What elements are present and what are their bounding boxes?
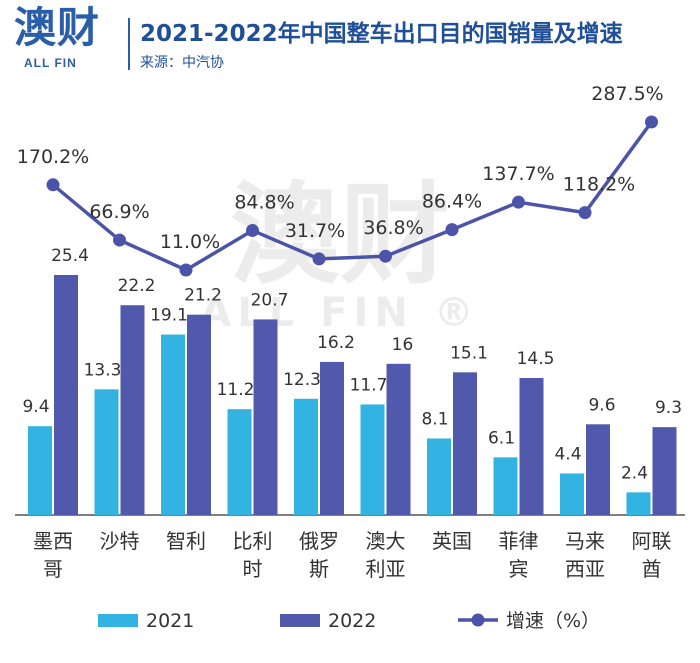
label-2021-0: 9.4 (22, 397, 49, 417)
category-label-3: 比利 (233, 529, 273, 553)
growth-point-6 (445, 223, 459, 237)
category-label-9-b: 酋 (642, 557, 662, 581)
label-2021-4: 12.3 (283, 370, 321, 390)
label-2022-4: 16.2 (317, 333, 355, 353)
bar-2021-8 (560, 473, 584, 515)
legend-marker-growth (471, 613, 485, 627)
growth-label-1: 66.9% (89, 201, 149, 223)
legend-label-2022: 2022 (328, 610, 376, 632)
growth-point-8 (578, 206, 592, 220)
label-2022-5: 16 (392, 335, 414, 355)
category-label-3-b: 时 (243, 557, 263, 581)
legend-swatch-2021 (98, 614, 138, 627)
category-label-8: 马来 (565, 529, 605, 553)
category-label-5-b: 利亚 (366, 557, 406, 581)
category-label-7-b: 宾 (509, 557, 529, 581)
category-label-0: 墨西 (33, 529, 73, 553)
category-label-6: 英国 (432, 529, 472, 553)
bar-2022-4 (320, 361, 344, 515)
bar-2022-5 (386, 363, 411, 515)
label-2022-3: 20.7 (251, 290, 289, 310)
growth-label-6: 86.4% (422, 191, 482, 213)
growth-point-2 (179, 263, 193, 277)
bar-2021-0 (28, 426, 52, 515)
chart: 9.4 25.4 墨西哥 13.3 22.2 沙特 19.121.2 智利 11.2 20.7 比利… (15, 83, 685, 632)
chart-title: 2021-2022年中国整车出口目的国销量及增速 (140, 21, 623, 47)
label-2022-9: 9.3 (655, 398, 682, 418)
growth-label-9: 287.5% (591, 83, 663, 105)
growth-label-5: 36.8% (363, 217, 423, 239)
header-divider (128, 18, 130, 70)
legend-label-2021: 2021 (146, 610, 194, 632)
bar-2021-7 (493, 457, 518, 515)
label-2022-2: 21.2 (184, 286, 222, 306)
bar-2021-6 (427, 438, 451, 515)
growth-label-7: 137.7% (482, 163, 554, 185)
label-2022-1: 22.2 (118, 276, 156, 296)
label-2022-0: 25.4 (51, 246, 89, 266)
bar-2022-6 (453, 372, 477, 515)
logo-subtitle: ALL FIN (24, 56, 77, 70)
growth-label-0: 170.2% (17, 146, 89, 168)
label-2021-8: 4.4 (554, 444, 581, 464)
bar-2021-5 (360, 404, 385, 515)
growth-point-4 (312, 252, 326, 266)
category-label-4-b: 斯 (309, 557, 329, 581)
label-2021-3: 11.2 (217, 380, 255, 400)
label-2021-7: 6.1 (488, 428, 515, 448)
growth-label-2: 11.0% (160, 231, 220, 253)
category-label-9: 阿联 (632, 529, 672, 553)
growth-point-9 (645, 115, 658, 129)
bar-2022-3 (253, 319, 278, 515)
bar-2021-1 (94, 389, 119, 515)
bar-2022-7 (519, 377, 544, 515)
bar-2022-8 (586, 424, 610, 515)
bar-2022-9 (652, 427, 677, 515)
label-2021-1: 13.3 (84, 360, 122, 380)
growth-label-8: 118.2% (563, 174, 635, 196)
growth-point-1 (113, 233, 126, 247)
growth-line (51, 120, 653, 272)
bar-2021-9 (626, 492, 651, 515)
bar-2022-0 (54, 275, 78, 515)
category-label-7: 菲律 (499, 529, 539, 553)
label-2022-6: 15.1 (450, 343, 488, 363)
label-2021-5: 11.7 (350, 375, 388, 395)
label-2022-8: 9.6 (588, 395, 615, 415)
logo: 澳财 (14, 3, 101, 52)
category-label-1: 沙特 (100, 529, 140, 553)
label-2021-9: 2.4 (621, 463, 648, 483)
category-label-5: 澳大 (366, 529, 406, 553)
category-label-4: 俄罗 (299, 529, 339, 553)
category-label-8-b: 西亚 (565, 557, 605, 581)
chart-source: 来源：中汽协 (140, 55, 224, 71)
category-label-0-b: 哥 (43, 557, 63, 581)
growth-label-4: 31.7% (285, 220, 345, 242)
category-label-2: 智利 (166, 529, 206, 553)
bar-2022-1 (120, 305, 145, 515)
bar-2021-2 (161, 334, 185, 515)
label-2021-6: 8.1 (421, 409, 448, 429)
legend-swatch-2022 (280, 614, 320, 627)
bar-2021-3 (227, 409, 252, 515)
bar-2021-4 (294, 398, 318, 515)
growth-point-5 (379, 249, 392, 263)
growth-label-3: 84.8% (234, 191, 294, 213)
label-2021-2: 19.1 (150, 306, 188, 326)
bar-2022-2 (187, 314, 211, 515)
growth-point-3 (246, 223, 259, 237)
growth-point-0 (46, 178, 60, 192)
legend-label-growth: 增速（%） (506, 610, 600, 632)
header: 澳财 ALL FIN 2021-2022年中国整车出口目的国销量及增速 来源：中… (0, 0, 700, 80)
label-2022-7: 14.5 (517, 349, 555, 369)
growth-point-7 (512, 195, 525, 209)
